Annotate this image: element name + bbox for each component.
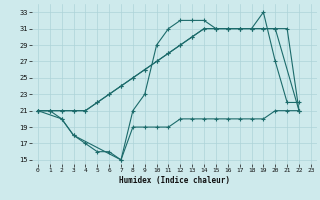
X-axis label: Humidex (Indice chaleur): Humidex (Indice chaleur) <box>119 176 230 185</box>
